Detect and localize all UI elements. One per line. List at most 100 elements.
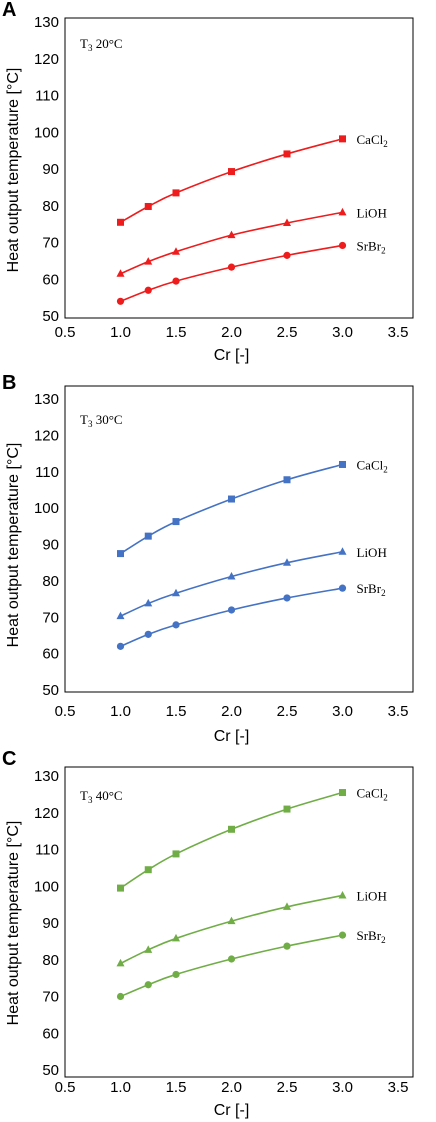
- note-main: T: [80, 788, 88, 803]
- temperature-note: T3 20°C: [80, 36, 123, 53]
- data-point-square: [117, 218, 124, 226]
- series-srbr: SrBr2: [116, 928, 386, 1001]
- series-label-main: CaCl: [357, 457, 384, 472]
- series-label: CaCl2: [357, 786, 388, 803]
- panel-label: C: [2, 748, 16, 770]
- x-tick-label: 3.5: [388, 703, 409, 720]
- y-tick-label: 50: [42, 1062, 59, 1079]
- data-point-circle: [144, 286, 152, 294]
- series-lioh: LiOH: [116, 545, 387, 620]
- data-point-triangle: [227, 916, 236, 925]
- y-tick-label: 100: [34, 124, 59, 141]
- series-label-sub: 2: [383, 464, 388, 474]
- data-point-square: [172, 518, 180, 526]
- series-cacl: CaCl2: [117, 457, 388, 558]
- series-label-main: LiOH: [357, 888, 387, 903]
- series-label: LiOH: [357, 888, 387, 903]
- x-tick-label: 3.0: [332, 1079, 353, 1096]
- data-point-square: [228, 168, 235, 176]
- x-axis-title: Cr [-]: [214, 347, 250, 364]
- data-point-circle: [116, 992, 125, 1001]
- data-point-square: [339, 460, 346, 468]
- series-label: LiOH: [357, 545, 387, 560]
- note-rest: 30°C: [92, 412, 122, 427]
- y-axis-title: Heat output temperature [°C]: [5, 443, 22, 648]
- data-point-triangle: [116, 958, 125, 967]
- series-line: [120, 791, 343, 889]
- series-label: SrBr2: [357, 581, 386, 598]
- x-tick-label: 0.5: [55, 1079, 76, 1096]
- y-tick-label: 80: [42, 198, 59, 215]
- y-tick-label: 120: [34, 805, 59, 822]
- x-axis-title: Cr [-]: [214, 728, 250, 745]
- note-rest: 40°C: [92, 788, 122, 803]
- data-point-circle: [116, 297, 125, 305]
- data-point-triangle: [172, 247, 180, 255]
- data-point-square: [283, 805, 291, 813]
- series-line: [120, 934, 343, 998]
- data-point-triangle: [338, 547, 347, 555]
- chart-panel-b: B 50 60 70 80 90 100 110 120 130 0.5 1.0 1.5 2.0 2.5 3.…: [2, 372, 414, 745]
- series-line: [120, 244, 343, 303]
- data-point-circle: [227, 606, 236, 614]
- series-label-main: SrBr: [357, 581, 382, 596]
- series-label-main: CaCl: [357, 786, 384, 801]
- series-cacl: CaCl2: [117, 132, 388, 226]
- x-tick-label: 1.5: [166, 324, 187, 341]
- x-tick-label: 1.5: [166, 1079, 187, 1096]
- note-main: T: [80, 412, 88, 427]
- y-tick-label: 70: [42, 989, 59, 1006]
- data-point-square: [339, 135, 346, 143]
- x-tick-label: 2.5: [277, 703, 298, 720]
- series-label-main: LiOH: [357, 205, 387, 220]
- data-point-circle: [172, 277, 180, 285]
- series-label-sub: 2: [381, 588, 386, 598]
- y-tick-label: 60: [42, 271, 59, 288]
- data-point-triangle: [283, 218, 291, 227]
- data-point-triangle: [227, 572, 236, 580]
- y-tick-label: 130: [34, 14, 59, 31]
- series-label: LiOH: [357, 205, 387, 220]
- y-tick-label: 110: [35, 88, 59, 105]
- data-point-triangle: [116, 611, 125, 620]
- data-point-circle: [172, 970, 180, 979]
- data-point-square: [339, 789, 346, 797]
- y-tick-label: 110: [35, 464, 59, 481]
- x-tick-label: 0.5: [55, 703, 76, 720]
- data-point-circle: [172, 621, 180, 629]
- y-tick-label: 70: [42, 235, 59, 252]
- data-point-circle: [116, 642, 125, 650]
- data-point-square: [144, 532, 152, 540]
- x-tick-label: 3.5: [388, 1079, 409, 1096]
- data-point-triangle: [144, 945, 153, 953]
- data-point-triangle: [227, 230, 236, 239]
- series-label: SrBr2: [357, 928, 386, 945]
- data-point-circle: [283, 594, 291, 602]
- x-tick-label: 1.0: [110, 324, 131, 341]
- series-cacl: CaCl2: [117, 786, 388, 892]
- note-sub: 3: [88, 795, 93, 805]
- data-point-square: [117, 550, 124, 558]
- y-tick-label: 60: [42, 646, 59, 663]
- data-point-circle: [144, 981, 152, 989]
- y-tick-label: 70: [42, 609, 59, 626]
- series-line: [120, 138, 343, 223]
- data-point-square: [283, 150, 291, 158]
- y-tick-label: 50: [42, 682, 59, 699]
- data-point-triangle: [338, 890, 347, 899]
- y-axis-title: Heat output temperature [°C]: [5, 68, 22, 273]
- y-tick-label: 120: [34, 51, 59, 68]
- data-point-circle: [227, 263, 236, 271]
- chart-panel-a: A 50 60 70 80 90 100 110 120 130 0.5 1.0 1.5 2.0 2.5 3.…: [2, 0, 414, 364]
- data-point-square: [144, 866, 152, 874]
- y-tick-label: 130: [34, 768, 59, 785]
- chart-panel-c: C 50 60 70 80 90 100 110 120 130 0.5 1.0 1.5 2.0 2.5 3.…: [2, 748, 414, 1119]
- x-tick-label: 2.0: [221, 324, 242, 341]
- series-label-main: CaCl: [357, 132, 384, 147]
- panel-label: A: [2, 0, 16, 21]
- y-tick-label: 90: [42, 915, 59, 932]
- x-tick-label: 3.0: [332, 703, 353, 720]
- y-tick-label: 90: [42, 537, 59, 554]
- series-label-sub: 2: [383, 793, 388, 803]
